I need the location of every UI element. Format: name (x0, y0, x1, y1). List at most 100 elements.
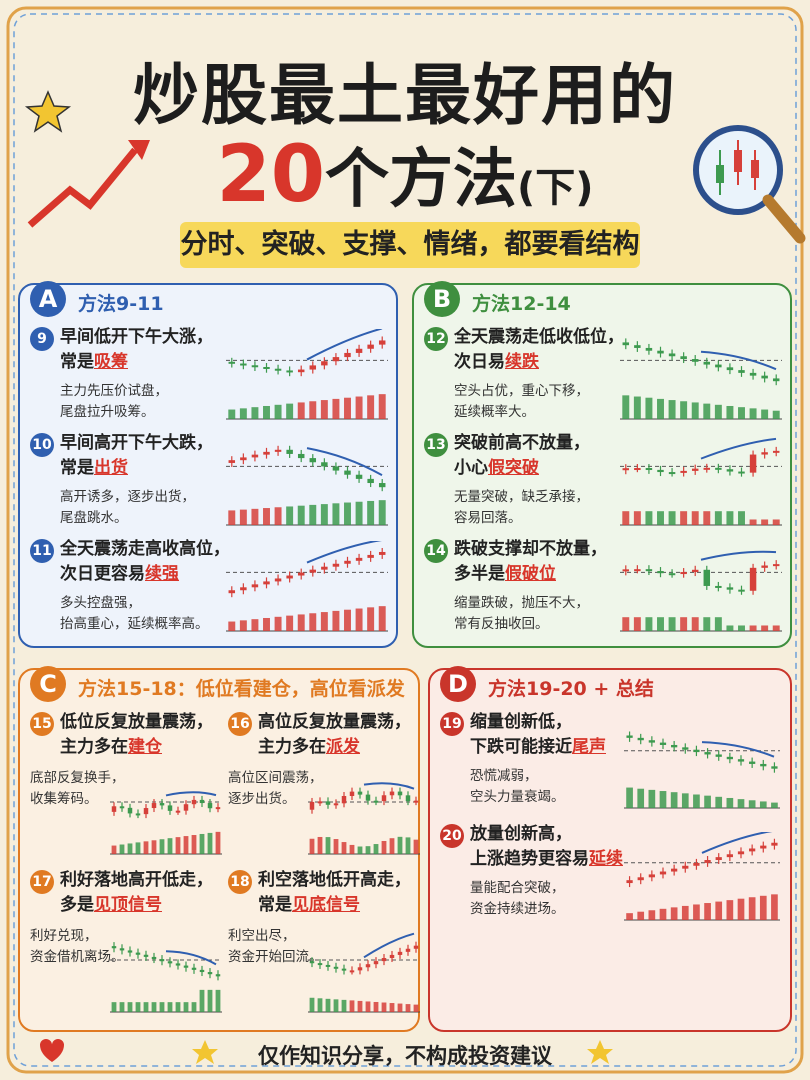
candle (668, 353, 676, 357)
volume (691, 617, 699, 631)
volume (413, 1004, 419, 1012)
candle (317, 801, 323, 804)
volume (693, 904, 700, 920)
candle (413, 945, 419, 949)
headline-prefix: 多半是 (454, 564, 505, 584)
candle (183, 804, 189, 811)
trend-arrow (700, 437, 777, 460)
volume (135, 842, 141, 854)
title-text: 个方法 (324, 143, 517, 217)
volume (143, 841, 149, 854)
method-headline: 缩量创新低， 下跌可能接近尾声 (470, 710, 606, 760)
candle (191, 967, 197, 970)
headline-line: 高位反复放量震荡， (258, 712, 411, 732)
candle (332, 357, 340, 362)
volume (378, 394, 386, 419)
candle (297, 572, 305, 576)
volume (772, 410, 780, 419)
section-box: A 方法9-11 (18, 281, 398, 648)
volume (771, 802, 778, 808)
method-number: 18 (228, 870, 252, 894)
volume (159, 1002, 165, 1012)
mini-chart (110, 942, 222, 1013)
volume (749, 625, 757, 631)
candle (760, 845, 767, 849)
volume (175, 837, 181, 854)
volume (726, 405, 734, 419)
volume (111, 1002, 117, 1012)
candle (240, 363, 247, 366)
candle (344, 352, 351, 358)
headline-line: 次日更容易续强 (60, 562, 230, 587)
section-title: 方法19-20 + 总结 (488, 678, 654, 700)
volume (626, 913, 633, 920)
volume (341, 842, 347, 854)
volume (274, 507, 282, 525)
candle (738, 471, 745, 474)
candle (321, 462, 328, 467)
headline-line: 次日易续跌 (454, 350, 624, 375)
candle (691, 359, 699, 362)
headline-line: 全天震荡走高收高位， (60, 539, 230, 559)
volume (274, 616, 282, 631)
candle (175, 963, 181, 966)
volume (761, 409, 769, 419)
desc-line: 高开诱多，逐步出货， (60, 489, 195, 505)
candle (199, 969, 205, 973)
candle (645, 569, 653, 572)
volume (159, 839, 165, 854)
candle (680, 470, 687, 473)
candle (726, 469, 734, 472)
volume (749, 519, 757, 525)
volume (274, 404, 282, 419)
headline-prefix: 上涨趋势更容易 (470, 849, 589, 869)
method-number: 10 (30, 433, 54, 457)
volume (703, 617, 711, 631)
desc-line: 尾盘拉升吸筹。 (60, 404, 155, 420)
method-desc: 量能配合突破， 资金持续进场。 (470, 878, 565, 920)
headline-line: 多是见顶信号 (60, 893, 213, 918)
volume (657, 617, 664, 631)
volume (167, 838, 173, 854)
volume (183, 836, 189, 854)
subtitle: 分时、突破、支撑、情绪，都要看结构 (180, 222, 640, 268)
method-number: 9 (30, 327, 54, 351)
desc-line: 收集筹码。 (30, 791, 98, 807)
headline-highlight: 建仓 (128, 737, 162, 757)
volume (333, 999, 339, 1012)
candle (151, 956, 157, 960)
section-box: D 方法19-20 + 总结 (428, 666, 792, 1032)
trend-arrow (165, 791, 217, 797)
headline-highlight: 续跌 (505, 352, 539, 372)
volume (668, 617, 676, 631)
candle (378, 551, 386, 555)
headline-highlight: 见顶信号 (94, 895, 162, 915)
headline-prefix: 次日更容易 (60, 564, 145, 584)
headline-highlight: 吸筹 (94, 352, 128, 372)
desc-line: 利好兑现， (30, 928, 98, 944)
desc-line: 无量突破，缺乏承接， (454, 489, 589, 505)
candle (726, 587, 734, 590)
volume (681, 793, 689, 808)
candle (749, 567, 757, 591)
volume (119, 844, 125, 854)
candle (772, 450, 780, 453)
volume (622, 395, 630, 419)
desc-line: 常有反抽收回。 (454, 616, 549, 632)
volume (645, 397, 653, 419)
desc-line: 恐慌减弱， (470, 768, 538, 784)
headline-prefix: 小心 (454, 458, 488, 478)
volume (332, 503, 340, 525)
candle (199, 799, 205, 804)
desc-line: 延续概率大。 (454, 404, 535, 420)
volume (111, 845, 117, 854)
volume (772, 519, 780, 525)
candle (325, 964, 331, 967)
candle (715, 585, 722, 588)
section-box: B 方法12-14 (412, 281, 792, 648)
volume (704, 795, 711, 808)
candle (309, 458, 317, 463)
volume (759, 801, 767, 808)
candle (626, 880, 633, 884)
